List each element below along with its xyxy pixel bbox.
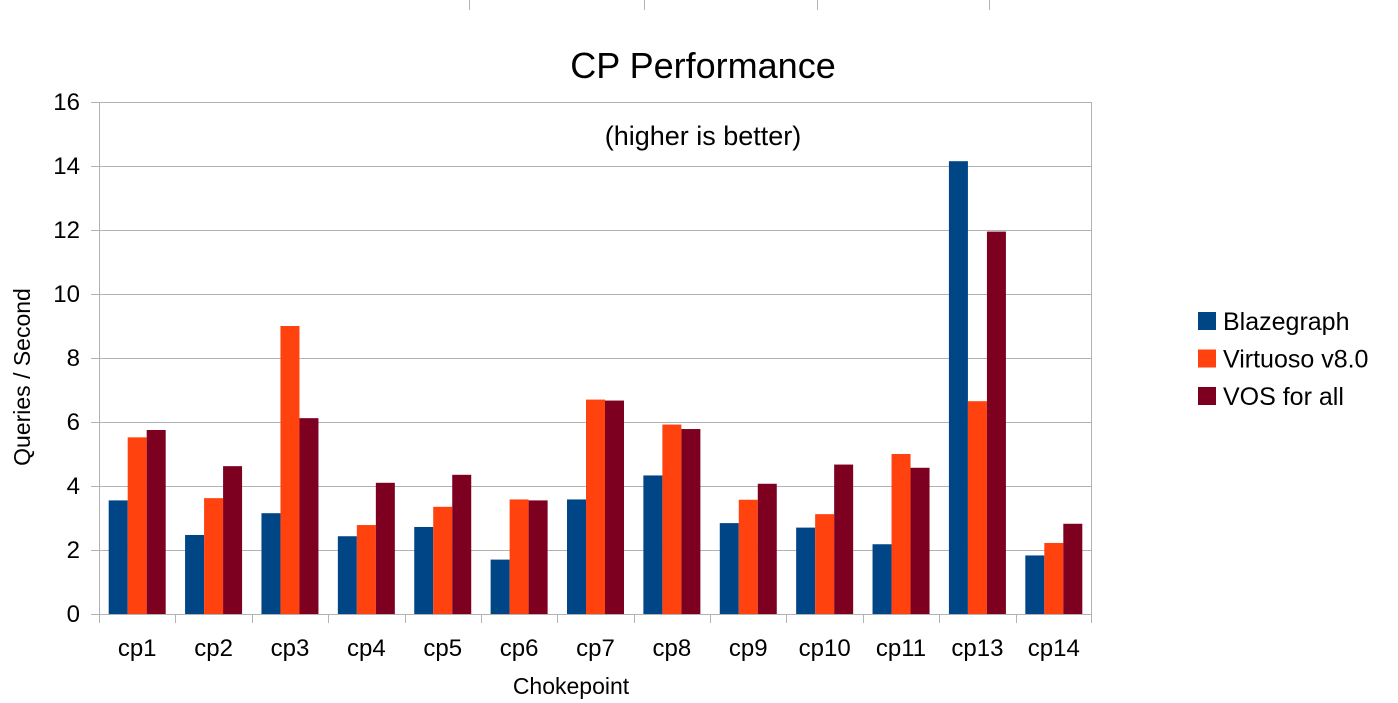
bar-cp2-1 — [204, 498, 224, 614]
legend-label: Blazegraph — [1223, 308, 1349, 336]
bar-cp5-2 — [452, 474, 472, 614]
bar-cp3-2 — [299, 418, 319, 614]
bar-cp9-0 — [719, 523, 739, 614]
legend-label: Virtuoso v8.0 — [1223, 346, 1368, 374]
bar-cp10-0 — [796, 527, 816, 614]
x-tick-label: cp7 — [576, 635, 615, 662]
legend-swatch — [1198, 387, 1216, 405]
bar-cp4-1 — [356, 525, 376, 614]
x-axis-tick-labels: cp1 cp2 cp3 cp4 cp5 cp6 cp7 cp8 cp9 cp10 cp11 cp13 c… — [118, 635, 1080, 662]
bar-cp11-2 — [910, 467, 930, 614]
y-tick-label: 4 — [67, 473, 80, 500]
x-tick-label: cp13 — [951, 635, 1003, 662]
bar-cp11-1 — [891, 454, 911, 614]
bar-cp9-1 — [738, 499, 758, 614]
bar-cp1-0 — [108, 500, 128, 614]
bar-cp14-2 — [1063, 523, 1083, 614]
top-edge-ticks — [469, 0, 990, 10]
bar-cp9-2 — [757, 483, 777, 614]
x-tick-label: cp2 — [194, 635, 233, 662]
x-axis-label: Chokepoint — [513, 673, 630, 699]
x-tick-label: cp10 — [799, 635, 851, 662]
bar-cp14-0 — [1025, 555, 1045, 614]
chart-subtitle: (higher is better) — [605, 121, 802, 151]
bar-cp1-2 — [146, 430, 166, 614]
bar-cp3-0 — [261, 513, 281, 614]
x-tick-label: cp1 — [118, 635, 157, 662]
bar-cp4-0 — [337, 536, 357, 614]
y-tick-label: 12 — [53, 217, 80, 244]
y-tick-label: 10 — [53, 281, 80, 308]
bar-cp7-0 — [567, 499, 586, 614]
bar-cp10-2 — [834, 464, 854, 614]
y-tick-label: 0 — [67, 601, 80, 628]
y-axis-label: Queries / Second — [9, 288, 35, 466]
bar-cp5-1 — [433, 506, 453, 614]
x-tick-label: cp6 — [500, 635, 539, 662]
bar-cp14-1 — [1044, 542, 1064, 614]
x-tick-label: cp8 — [653, 635, 692, 662]
bar-cp6-2 — [528, 500, 548, 614]
bar-cp6-0 — [490, 559, 510, 614]
bar-cp2-2 — [223, 466, 243, 614]
bar-cp7-2 — [605, 400, 624, 614]
bar-cp13-1 — [967, 401, 987, 614]
bar-cp7-1 — [586, 399, 605, 614]
bar-cp4-2 — [375, 482, 395, 614]
legend-swatch — [1198, 312, 1216, 330]
legend: Blazegraph Virtuoso v8.0 VOS for all — [1198, 308, 1368, 411]
bar-cp2-0 — [185, 534, 205, 614]
legend-swatch — [1198, 349, 1216, 368]
x-tick-label: cp9 — [729, 635, 768, 662]
legend-label: VOS for all — [1223, 383, 1344, 411]
bar-cp5-0 — [414, 526, 434, 614]
y-tick-label: 6 — [67, 409, 80, 436]
bar-cp10-1 — [815, 514, 835, 614]
y-tick-label: 16 — [53, 89, 80, 116]
x-tick-label: cp5 — [423, 635, 462, 662]
x-tick-label: cp4 — [347, 635, 386, 662]
bar-cp6-1 — [509, 499, 529, 614]
y-tick-label: 2 — [67, 537, 80, 564]
chart-title: CP Performance — [570, 45, 835, 86]
x-tick-label: cp3 — [271, 635, 310, 662]
bar-cp8-1 — [662, 424, 682, 614]
bar-cp3-1 — [280, 326, 300, 614]
bar-cp11-0 — [872, 544, 892, 614]
y-axis-tick-labels: 0 2 4 6 8 10 12 14 16 — [53, 89, 80, 628]
y-tick-label: 14 — [53, 153, 80, 180]
plot-area — [91, 102, 1092, 623]
bar-cp13-2 — [986, 231, 1006, 614]
bar-cp8-0 — [643, 475, 663, 614]
x-tick-label: cp14 — [1028, 635, 1080, 662]
y-tick-label: 8 — [67, 345, 80, 372]
x-tick-label: cp11 — [876, 635, 926, 662]
bar-cp8-2 — [681, 429, 701, 614]
bar-cp13-0 — [948, 161, 968, 614]
bar-cp1-1 — [127, 437, 147, 614]
